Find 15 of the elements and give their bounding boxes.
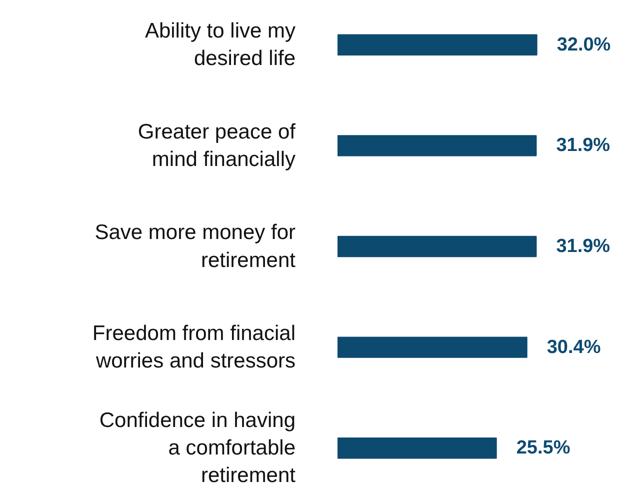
y-tick-label: Greater peace of mind financially [138, 120, 296, 171]
data-label: 25.5% [516, 438, 570, 459]
bar [338, 135, 537, 156]
data-label: 31.9% [556, 236, 610, 257]
data-label: 32.0% [556, 34, 611, 56]
y-tick-label: Save more money for retirement [94, 221, 296, 272]
y-tick-label: Freedom from finacial worries and stressors [92, 322, 296, 373]
y-tick-label: Ability to live my desired life [144, 20, 296, 70]
y-tick-label: Confidence in having a comfortable retirement [99, 409, 296, 488]
data-label: 30.4% [546, 336, 601, 358]
bar [338, 34, 538, 56]
data-label: 31.9% [556, 135, 610, 156]
bar [338, 438, 497, 459]
bar [338, 336, 528, 358]
bar [338, 236, 537, 258]
